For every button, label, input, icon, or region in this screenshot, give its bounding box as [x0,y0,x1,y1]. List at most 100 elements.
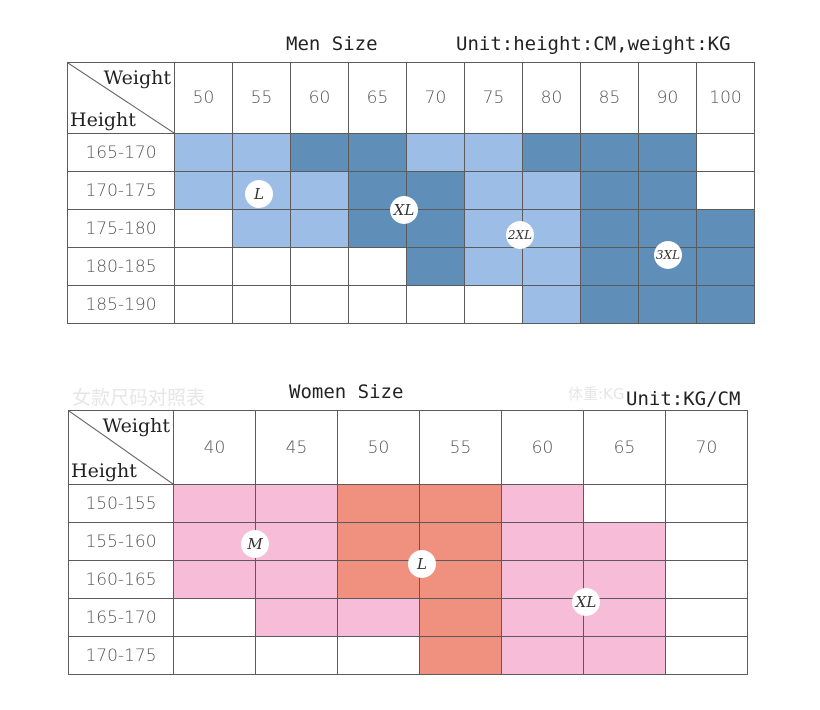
size-cell [696,247,755,286]
size-cell [174,171,233,210]
size-cell [337,598,420,637]
weight-header: 45 [255,410,338,485]
table-row: 170-175 [68,636,748,675]
size-cell [173,560,256,599]
weight-axis-label: Weight [103,67,171,89]
table-row: 175-180 [67,209,755,248]
header-row: Weight Height 40 45 50 55 60 65 70 [68,410,748,485]
table-row: 165-170 [68,598,748,637]
size-cell [290,133,349,172]
size-cell [348,133,407,172]
size-cell [290,171,349,210]
weight-header: 50 [174,62,233,134]
corner-cell: Weight Height [67,62,175,134]
size-cell [337,522,420,561]
size-cell [464,285,523,324]
size-cell [419,484,502,523]
size-cell [501,560,584,599]
height-label: 165-170 [67,133,175,172]
weight-header: 75 [464,62,523,134]
size-cell [419,636,502,675]
size-cell [696,285,755,324]
height-label: 170-175 [67,171,175,210]
table-row: 165-170 [67,133,755,172]
size-cell [501,484,584,523]
weight-axis-label: Weight [102,415,170,437]
height-label: 185-190 [67,285,175,324]
size-badge-3xl: 3XL [654,241,682,269]
size-cell [522,171,581,210]
women-unit-label: Unit:KG/CM [626,388,741,410]
height-label: 160-165 [68,560,174,599]
size-cell [580,171,639,210]
table-row: 180-185 [67,247,755,286]
size-cell [501,522,584,561]
weight-header: 100 [696,62,755,134]
size-cell [348,285,407,324]
size-cell [232,209,291,248]
weight-header: 65 [583,410,666,485]
size-badge-xl: XL [572,588,600,616]
height-label: 155-160 [68,522,174,561]
size-cell [419,598,502,637]
size-cell [501,636,584,675]
weight-header: 55 [232,62,291,134]
size-cell [348,171,407,210]
women-ghost-title: 女款尺码对照表 [72,387,206,409]
size-cell [406,285,465,324]
men-size-table: Weight Height 50 55 60 65 70 75 80 85 90 100 165-170… [67,62,755,324]
header-row: Weight Height 50 55 60 65 70 75 80 85 90 100 [67,62,755,134]
size-cell [174,285,233,324]
men-size-title: Men Size [286,33,378,55]
size-badge-xl: XL [390,196,418,224]
size-cell [232,133,291,172]
weight-header: 70 [406,62,465,134]
size-cell [522,247,581,286]
table-row: 155-160 [68,522,748,561]
height-axis-label: Height [70,109,136,131]
size-cell [580,133,639,172]
size-cell [665,598,748,637]
size-cell [580,247,639,286]
size-cell [522,133,581,172]
height-label: 165-170 [68,598,174,637]
size-cell [337,636,420,675]
size-cell [464,247,523,286]
size-cell [174,133,233,172]
weight-header: 65 [348,62,407,134]
height-label: 150-155 [68,484,174,523]
size-cell [348,209,407,248]
size-cell [583,484,666,523]
size-cell [337,560,420,599]
corner-cell: Weight Height [68,410,174,485]
size-cell [337,484,420,523]
size-cell [583,522,666,561]
weight-header: 40 [173,410,256,485]
size-cell [173,522,256,561]
size-cell [696,133,755,172]
height-label: 175-180 [67,209,175,248]
size-cell [665,560,748,599]
diagonal-line [68,63,174,133]
size-cell [464,171,523,210]
weight-header: 90 [638,62,697,134]
size-cell [174,209,233,248]
size-cell [232,247,291,286]
weight-header: 80 [522,62,581,134]
table-row: 170-175 [67,171,755,210]
size-cell [696,171,755,210]
size-cell [173,484,256,523]
size-cell [255,560,338,599]
size-cell [665,484,748,523]
height-label: 180-185 [67,247,175,286]
size-cell [638,133,697,172]
size-badge-m: M [241,530,269,558]
women-ghost-unit: 体重:KG [568,385,625,403]
size-badge-l: L [408,550,436,578]
weight-header: 85 [580,62,639,134]
weight-header: 60 [501,410,584,485]
size-badge-2xl: 2XL [506,221,534,249]
table-row: 185-190 [67,285,755,324]
men-unit-label: Unit:height:CM,weight:KG [456,33,731,55]
size-cell [255,636,338,675]
